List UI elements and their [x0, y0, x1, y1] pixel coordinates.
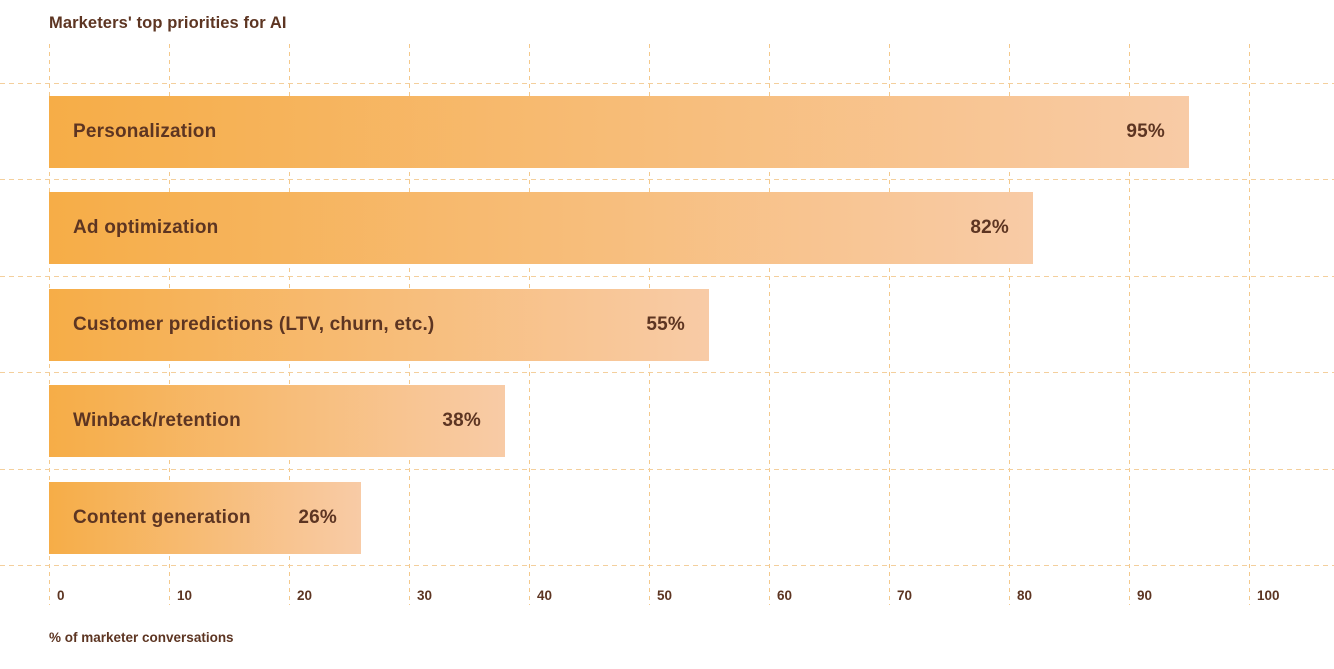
- bar-row: Content generation 26%: [49, 482, 361, 554]
- bar-value-label: 38%: [442, 410, 481, 431]
- vertical-gridline: [1009, 44, 1010, 605]
- bar-value-label: 95%: [1126, 121, 1165, 142]
- x-tick-label: 10: [177, 588, 193, 603]
- x-tick-label: 60: [777, 588, 793, 603]
- x-tick-label: 90: [1137, 588, 1153, 603]
- x-tick-label: 20: [297, 588, 313, 603]
- x-tick-label: 30: [417, 588, 433, 603]
- bar-category-label: Personalization: [73, 121, 217, 142]
- x-tick-label: 50: [657, 588, 673, 603]
- vertical-gridline: [1129, 44, 1130, 605]
- x-axis-caption: % of marketer conversations: [49, 630, 234, 645]
- vertical-gridline: [889, 44, 890, 605]
- vertical-gridline: [1249, 44, 1250, 605]
- x-tick-label: 80: [1017, 588, 1033, 603]
- x-tick-label: 100: [1257, 588, 1280, 603]
- bar-value-label: 26%: [298, 507, 337, 528]
- horizontal-gridline: [0, 372, 1334, 373]
- x-tick-label: 0: [57, 588, 65, 603]
- horizontal-gridline: [0, 276, 1334, 277]
- bar-row: Ad optimization 82%: [49, 192, 1033, 264]
- bar-category-label: Customer predictions (LTV, churn, etc.): [73, 314, 435, 335]
- bar-category-label: Winback/retention: [73, 410, 241, 431]
- bar-value-label: 82%: [970, 217, 1009, 238]
- x-tick-label: 70: [897, 588, 913, 603]
- horizontal-gridline: [0, 469, 1334, 470]
- horizontal-gridline: [0, 565, 1334, 566]
- horizontal-gridline: [0, 179, 1334, 180]
- vertical-gridline: [769, 44, 770, 605]
- bar-category-label: Ad optimization: [73, 217, 219, 238]
- horizontal-gridline: [0, 83, 1334, 84]
- bar-category-label: Content generation: [73, 507, 251, 528]
- bar-row: Winback/retention 38%: [49, 385, 505, 457]
- x-tick-label: 40: [537, 588, 553, 603]
- chart-title: Marketers' top priorities for AI: [49, 14, 287, 32]
- bar-row: Personalization 95%: [49, 96, 1189, 168]
- bar-row: Customer predictions (LTV, churn, etc.) 5…: [49, 289, 709, 361]
- bar-value-label: 55%: [646, 314, 685, 335]
